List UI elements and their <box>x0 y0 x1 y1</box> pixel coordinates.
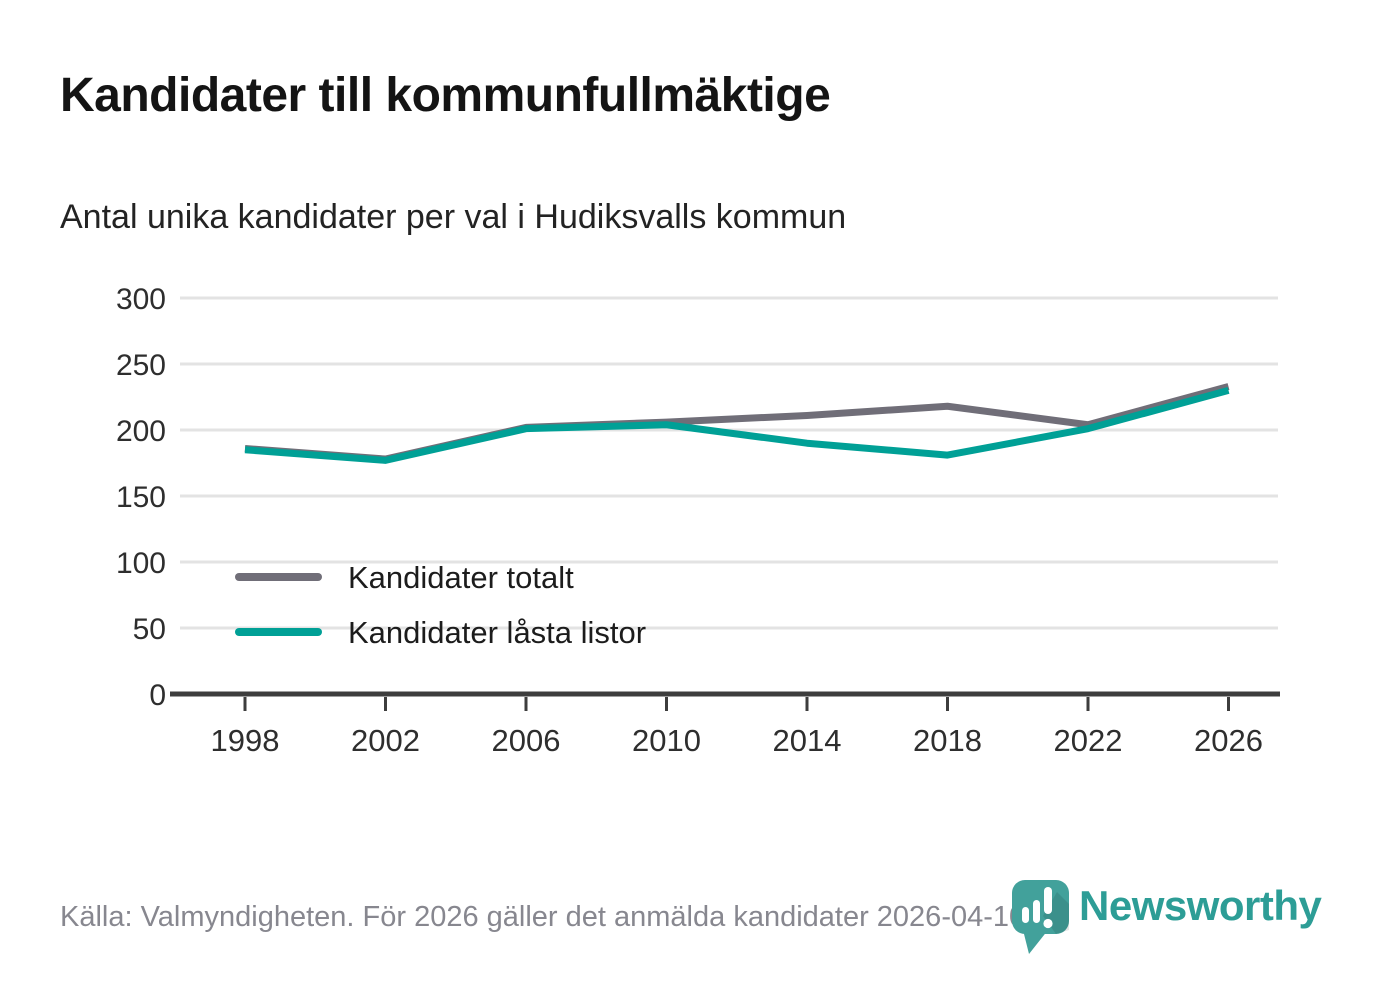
source-note: Källa: Valmyndigheten. För 2026 gäller d… <box>60 901 1034 933</box>
legend-label-locked: Kandidater låsta listor <box>348 614 647 650</box>
legend-label-total: Kandidater totalt <box>348 559 574 595</box>
page-title: Kandidater till kommunfullmäktige <box>60 69 831 122</box>
x-axis-label: 2022 <box>1054 723 1123 758</box>
x-axis-label: 2010 <box>632 723 701 758</box>
x-axis-label: 2018 <box>913 723 982 758</box>
y-axis-label: 50 <box>133 613 166 646</box>
legend-swatch-locked-icon <box>235 628 322 636</box>
y-axis-label: 100 <box>116 547 166 580</box>
legend-item-locked: Kandidater låsta listor <box>235 611 646 653</box>
brand-name: Newsworthy <box>1079 882 1322 929</box>
chart-subtitle: Antal unika kandidater per val i Hudiksv… <box>60 198 847 236</box>
y-axis-label: 150 <box>116 481 166 514</box>
y-axis-label: 0 <box>149 679 166 712</box>
newsworthy-pin-barchart-icon <box>1012 880 1069 954</box>
y-axis-label: 200 <box>116 415 166 448</box>
legend-item-total: Kandidater totalt <box>235 556 646 598</box>
y-axis-label: 250 <box>116 349 166 382</box>
y-axis-label: 300 <box>116 283 166 316</box>
x-axis-label: 2002 <box>351 723 420 758</box>
x-axis-label: 2006 <box>492 723 561 758</box>
series-line-total <box>244 383 1230 463</box>
x-axis-label: 2014 <box>773 723 842 758</box>
x-axis-label: 2026 <box>1194 723 1263 758</box>
x-axis-label: 1998 <box>211 723 280 758</box>
chart-legend: Kandidater totalt Kandidater låsta listo… <box>235 556 646 666</box>
legend-swatch-total-icon <box>235 573 322 581</box>
series-line-locked <box>244 387 1230 464</box>
newsworthy-logo: Newsworthy <box>1012 880 1322 956</box>
